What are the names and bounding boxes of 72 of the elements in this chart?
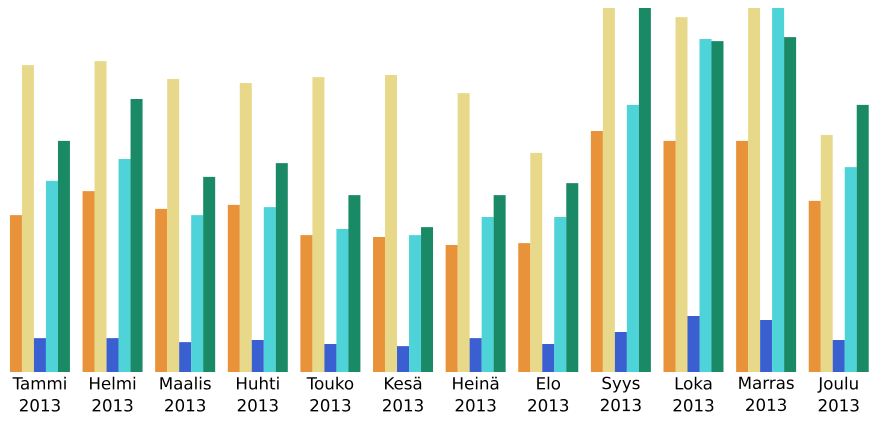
bar — [264, 207, 276, 372]
bar — [736, 140, 748, 372]
bar — [348, 195, 360, 372]
x-tick-label: Maalis 2013 — [160, 376, 211, 412]
bar — [82, 191, 95, 372]
x-tick-label: Marras 2013 — [739, 376, 794, 412]
bar — [530, 152, 542, 372]
bar — [312, 77, 324, 372]
bar — [748, 8, 760, 372]
bar — [22, 65, 34, 372]
bar — [130, 99, 143, 372]
x-tick-label: Huhti 2013 — [237, 376, 279, 412]
bar — [687, 316, 700, 372]
bar — [590, 131, 603, 372]
bar — [34, 338, 46, 372]
bar — [554, 216, 566, 372]
bar — [626, 104, 639, 372]
bar — [856, 104, 869, 372]
bar — [542, 344, 554, 372]
bar — [458, 93, 470, 372]
bar — [373, 236, 386, 372]
bar — [699, 38, 712, 372]
x-tick-label: Joulu 2013 — [817, 376, 859, 412]
bar — [446, 244, 458, 372]
x-tick-label: Heinä 2013 — [453, 376, 498, 412]
x-tick-label: Touko 2013 — [306, 376, 354, 412]
bar — [494, 195, 506, 372]
bar — [94, 61, 107, 372]
bar — [240, 82, 252, 372]
bar — [760, 320, 772, 372]
bar — [167, 78, 180, 372]
bar — [772, 8, 784, 372]
bar — [844, 167, 857, 372]
bar — [228, 204, 240, 372]
bar — [518, 243, 530, 372]
bar — [602, 8, 615, 372]
bar — [324, 344, 336, 372]
bar — [712, 41, 724, 372]
bar — [397, 346, 410, 372]
bar — [276, 163, 288, 372]
bar — [820, 135, 833, 372]
bar — [118, 159, 131, 372]
x-tick-label: Elo 2013 — [528, 376, 568, 412]
bar — [482, 216, 494, 372]
bar — [191, 215, 204, 372]
bar — [832, 340, 845, 372]
x-tick-label: Syys 2013 — [600, 376, 641, 412]
bar — [203, 176, 216, 372]
bar — [421, 227, 434, 372]
bar — [46, 180, 58, 372]
bar — [638, 8, 651, 372]
bar — [155, 208, 168, 372]
x-tick-label: Loka 2013 — [674, 376, 714, 412]
bar — [784, 37, 796, 372]
bar — [409, 235, 422, 372]
x-tick-label: Tammi 2013 — [12, 376, 66, 412]
bar — [252, 340, 264, 372]
bar — [566, 183, 578, 372]
bar — [336, 228, 348, 372]
bar — [470, 338, 482, 372]
bar — [300, 235, 312, 372]
x-tick-label: Helmi 2013 — [90, 376, 136, 412]
bar — [676, 17, 688, 372]
bar — [10, 215, 22, 372]
bar — [58, 140, 70, 372]
bar — [663, 140, 676, 372]
bar — [385, 74, 398, 372]
bar — [808, 200, 821, 372]
bar — [106, 338, 119, 372]
bar — [179, 342, 192, 372]
x-tick-label: Kesä 2013 — [383, 376, 423, 412]
bar — [614, 332, 627, 372]
